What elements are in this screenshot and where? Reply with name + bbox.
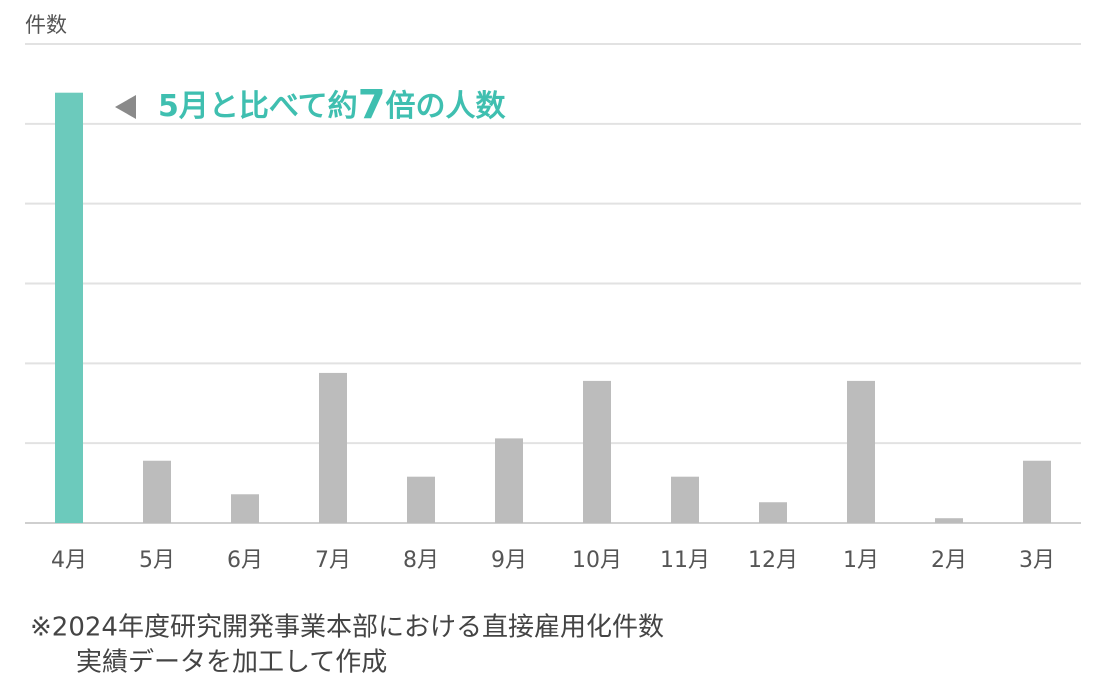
x-tick-label: 8月 <box>403 548 439 573</box>
x-tick-label: 3月 <box>1019 548 1055 573</box>
bar <box>1023 460 1051 523</box>
bar <box>55 92 83 523</box>
x-tick-label: 2月 <box>931 548 967 573</box>
bar <box>583 380 611 523</box>
x-tick-label: 11月 <box>660 548 710 573</box>
bar <box>671 476 699 523</box>
annotation-pointer <box>115 95 136 119</box>
x-tick-label: 5月 <box>139 548 175 573</box>
bar <box>759 502 787 523</box>
bar <box>319 372 347 523</box>
x-tick-label: 7月 <box>315 548 351 573</box>
x-tick-label: 12月 <box>748 548 798 573</box>
y-axis-label: 件数 <box>25 13 67 37</box>
bar <box>935 518 963 523</box>
annotation-number: 7 <box>358 82 386 128</box>
bar <box>231 494 259 523</box>
bar <box>495 438 523 523</box>
annotation-text: 5月と比べて約 <box>158 89 358 124</box>
x-tick-label: 6月 <box>227 548 263 573</box>
x-tick-label: 4月 <box>51 548 87 573</box>
footnote: 実績データを加工して作成 <box>76 648 387 678</box>
x-tick-label: 9月 <box>491 548 527 573</box>
annotation: 5月と比べて約7倍の人数 <box>158 82 507 128</box>
annotation-text: 倍の人数 <box>386 89 507 124</box>
footnote: ※2024年度研究開発事業本部における直接雇用化件数 <box>30 613 664 643</box>
x-tick-label: 1月 <box>843 548 879 573</box>
bar <box>143 460 171 523</box>
x-tick-label: 10月 <box>572 548 622 573</box>
bar <box>847 380 875 523</box>
bar <box>407 476 435 523</box>
